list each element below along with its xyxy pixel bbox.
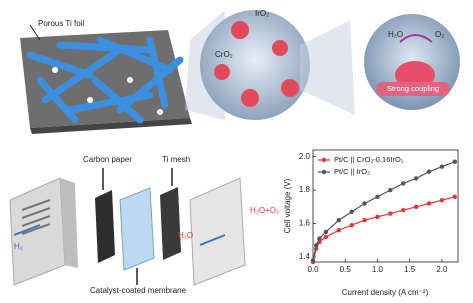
legend-label: Pt/C || IrO₂ [334,167,370,176]
y-tick-label: 1.4 [299,252,311,261]
x-tick-label: 1.0 [372,265,384,274]
point [427,170,431,174]
chart: Cell voltage (V) Current density (A cm⁻²… [283,150,458,297]
legend-marker [322,158,326,162]
point [362,201,366,205]
point [375,215,379,219]
point [401,181,405,185]
figure: Porous Ti foil IrO₂ CrO₂ H₂O O₂ Strong c… [0,0,473,298]
label: Carbon paper [83,155,132,164]
y-tick-label: 1.8 [299,185,311,194]
point [349,223,353,227]
label: Catalyst-coated membrane [90,286,187,295]
x-tick-label: 0.5 [340,265,352,274]
point [314,243,318,247]
x-tick-label: 2.0 [436,265,448,274]
ti-foil-illustration [20,10,460,134]
label: H₂O+O₂ [250,206,279,215]
electrolyzer-illustration [10,168,245,285]
label: Ti mesh [162,155,190,164]
label: Strong coupling [387,84,439,93]
label: IrO₂ [255,9,269,18]
label: H₂O [178,231,193,240]
legend-label: Pt/C || CrO₂-0.16IrO₂ [334,155,404,164]
label: Porous Ti foil [38,19,84,28]
point [453,195,457,199]
y-tick-label: 1.6 [299,219,311,228]
point [375,195,379,199]
point [427,201,431,205]
point [324,230,328,234]
point [349,210,353,214]
point [324,235,328,239]
series-line [313,162,455,261]
point [440,165,444,169]
series-line [313,197,455,262]
point [388,211,392,215]
point [337,218,341,222]
point [388,188,392,192]
x-axis-label: Current density (A cm⁻²) [342,288,429,297]
point [317,236,321,240]
point [414,176,418,180]
point [414,205,418,209]
label: H₂O [388,30,403,39]
point [453,160,457,164]
point [362,218,366,222]
point [337,228,341,232]
x-tick-label: 0.0 [307,265,319,274]
y-tick-label: 2.0 [299,152,311,161]
point [401,208,405,212]
label: O₂ [435,30,444,39]
point [440,198,444,202]
y-axis-label: Cell voltage (V) [283,178,292,233]
x-tick-label: 1.5 [404,265,416,274]
label: CrO₂ [215,50,233,59]
label: H₂ [14,242,23,251]
legend-marker [322,170,326,174]
point [311,258,315,262]
